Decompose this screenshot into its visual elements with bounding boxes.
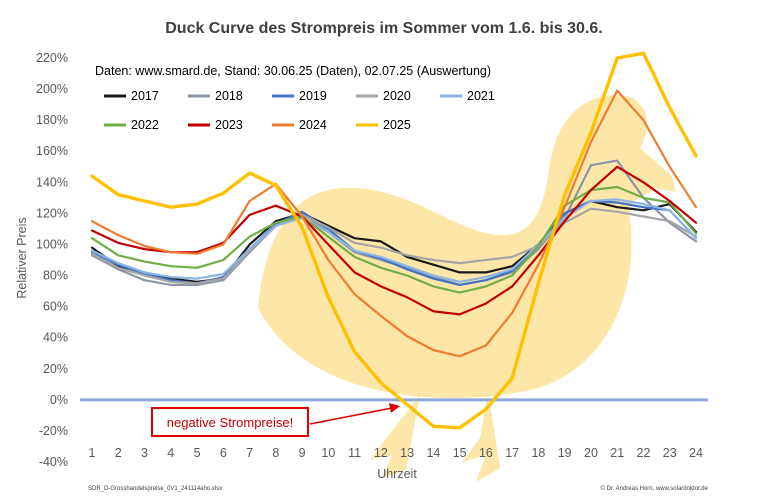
y-tick-label: 200%	[36, 82, 68, 96]
y-axis-label: Relativer Preis	[15, 217, 29, 298]
negative-price-callout: negative Strompreise!	[151, 403, 400, 437]
x-tick-label: 17	[505, 446, 519, 460]
duck-body	[258, 94, 676, 399]
x-tick-label: 19	[558, 446, 572, 460]
series-line-2024	[90, 89, 698, 358]
y-tick-label: 0%	[50, 393, 68, 407]
y-tick-label: 40%	[43, 331, 68, 345]
duck-legs	[370, 392, 500, 482]
footer-left: SDR_D-Grosshandelspreise_0V1_241114aho.x…	[88, 486, 222, 492]
series-line-2025	[90, 51, 698, 430]
x-tick-label: 16	[479, 446, 493, 460]
series-line-2020	[90, 207, 698, 285]
y-tick-label: 80%	[43, 269, 68, 283]
footer-right: © Dr. Andreas Horn, www.solardoktor.de	[601, 485, 709, 492]
legend-label-2017: 2017	[131, 89, 159, 103]
x-tick-label: 5	[194, 446, 201, 460]
y-tick-label: 60%	[43, 300, 68, 314]
series-line-2021	[90, 198, 698, 283]
series-line-2022	[90, 185, 698, 294]
legend: 2017 2018 2019 2020 2021 2022 2023 2024 2025	[104, 89, 495, 132]
duck-silhouette	[258, 94, 676, 482]
y-tick-label: 160%	[36, 144, 68, 158]
x-tick-label: 24	[689, 446, 703, 460]
x-tick-label: 22	[637, 446, 651, 460]
legend-label-2018: 2018	[215, 89, 243, 103]
y-tick-label: 20%	[43, 362, 68, 376]
legend-label-2020: 2020	[383, 89, 411, 103]
x-tick-label: 8	[272, 446, 279, 460]
annotation-text: negative Strompreise!	[167, 415, 293, 430]
legend-label-2019: 2019	[299, 89, 327, 103]
x-tick-label: 11	[348, 446, 361, 460]
legend-label-2024: 2024	[299, 118, 327, 132]
y-tick-label: -20%	[39, 424, 68, 438]
x-tick-label: 1	[89, 446, 96, 460]
x-tick-label: 4	[167, 446, 174, 460]
x-tick-label: 15	[453, 446, 467, 460]
series-line-2023	[90, 165, 698, 316]
x-tick-label: 13	[400, 446, 414, 460]
x-tick-label: 3	[141, 446, 148, 460]
x-tick-label: 23	[663, 446, 677, 460]
x-tick-label: 21	[610, 446, 624, 460]
legend-label-2025: 2025	[383, 118, 411, 132]
x-tick-label: 9	[299, 446, 306, 460]
x-tick-label: 18	[531, 446, 545, 460]
y-axis: -40% -20% 0% 20% 40% 60% 80% 100% 120% 140% 160% 18…	[36, 51, 68, 469]
x-tick-label: 7	[246, 446, 253, 460]
x-tick-label: 14	[426, 446, 440, 460]
series-lines	[90, 51, 698, 430]
y-tick-label: 100%	[36, 237, 68, 251]
y-tick-label: -40%	[39, 455, 68, 469]
x-axis-label: Uhrzeit	[377, 467, 417, 481]
y-tick-label: 180%	[36, 113, 68, 127]
annotation-arrow-line	[309, 407, 393, 425]
x-tick-label: 10	[321, 446, 335, 460]
x-tick-label: 6	[220, 446, 227, 460]
legend-label-2023: 2023	[215, 118, 243, 132]
annotation-arrowhead	[389, 403, 400, 413]
x-tick-label: 12	[374, 446, 388, 460]
x-tick-label: 20	[584, 446, 598, 460]
chart-subtitle: Daten: www.smard.de, Stand: 30.06.25 (Da…	[95, 64, 491, 78]
x-tick-label: 2	[115, 446, 122, 460]
legend-label-2022: 2022	[131, 118, 159, 132]
y-tick-label: 140%	[36, 175, 68, 189]
y-tick-label: 220%	[36, 51, 68, 65]
x-axis: 1 2 3 4 5 6 7 8 9 10 11 12 13 14 15 16 17 18 19 20 21 22 23 24	[89, 446, 703, 460]
chart-title: Duck Curve des Strompreis im Sommer vom …	[165, 20, 603, 37]
legend-label-2021: 2021	[467, 89, 495, 103]
y-tick-label: 120%	[36, 206, 68, 220]
